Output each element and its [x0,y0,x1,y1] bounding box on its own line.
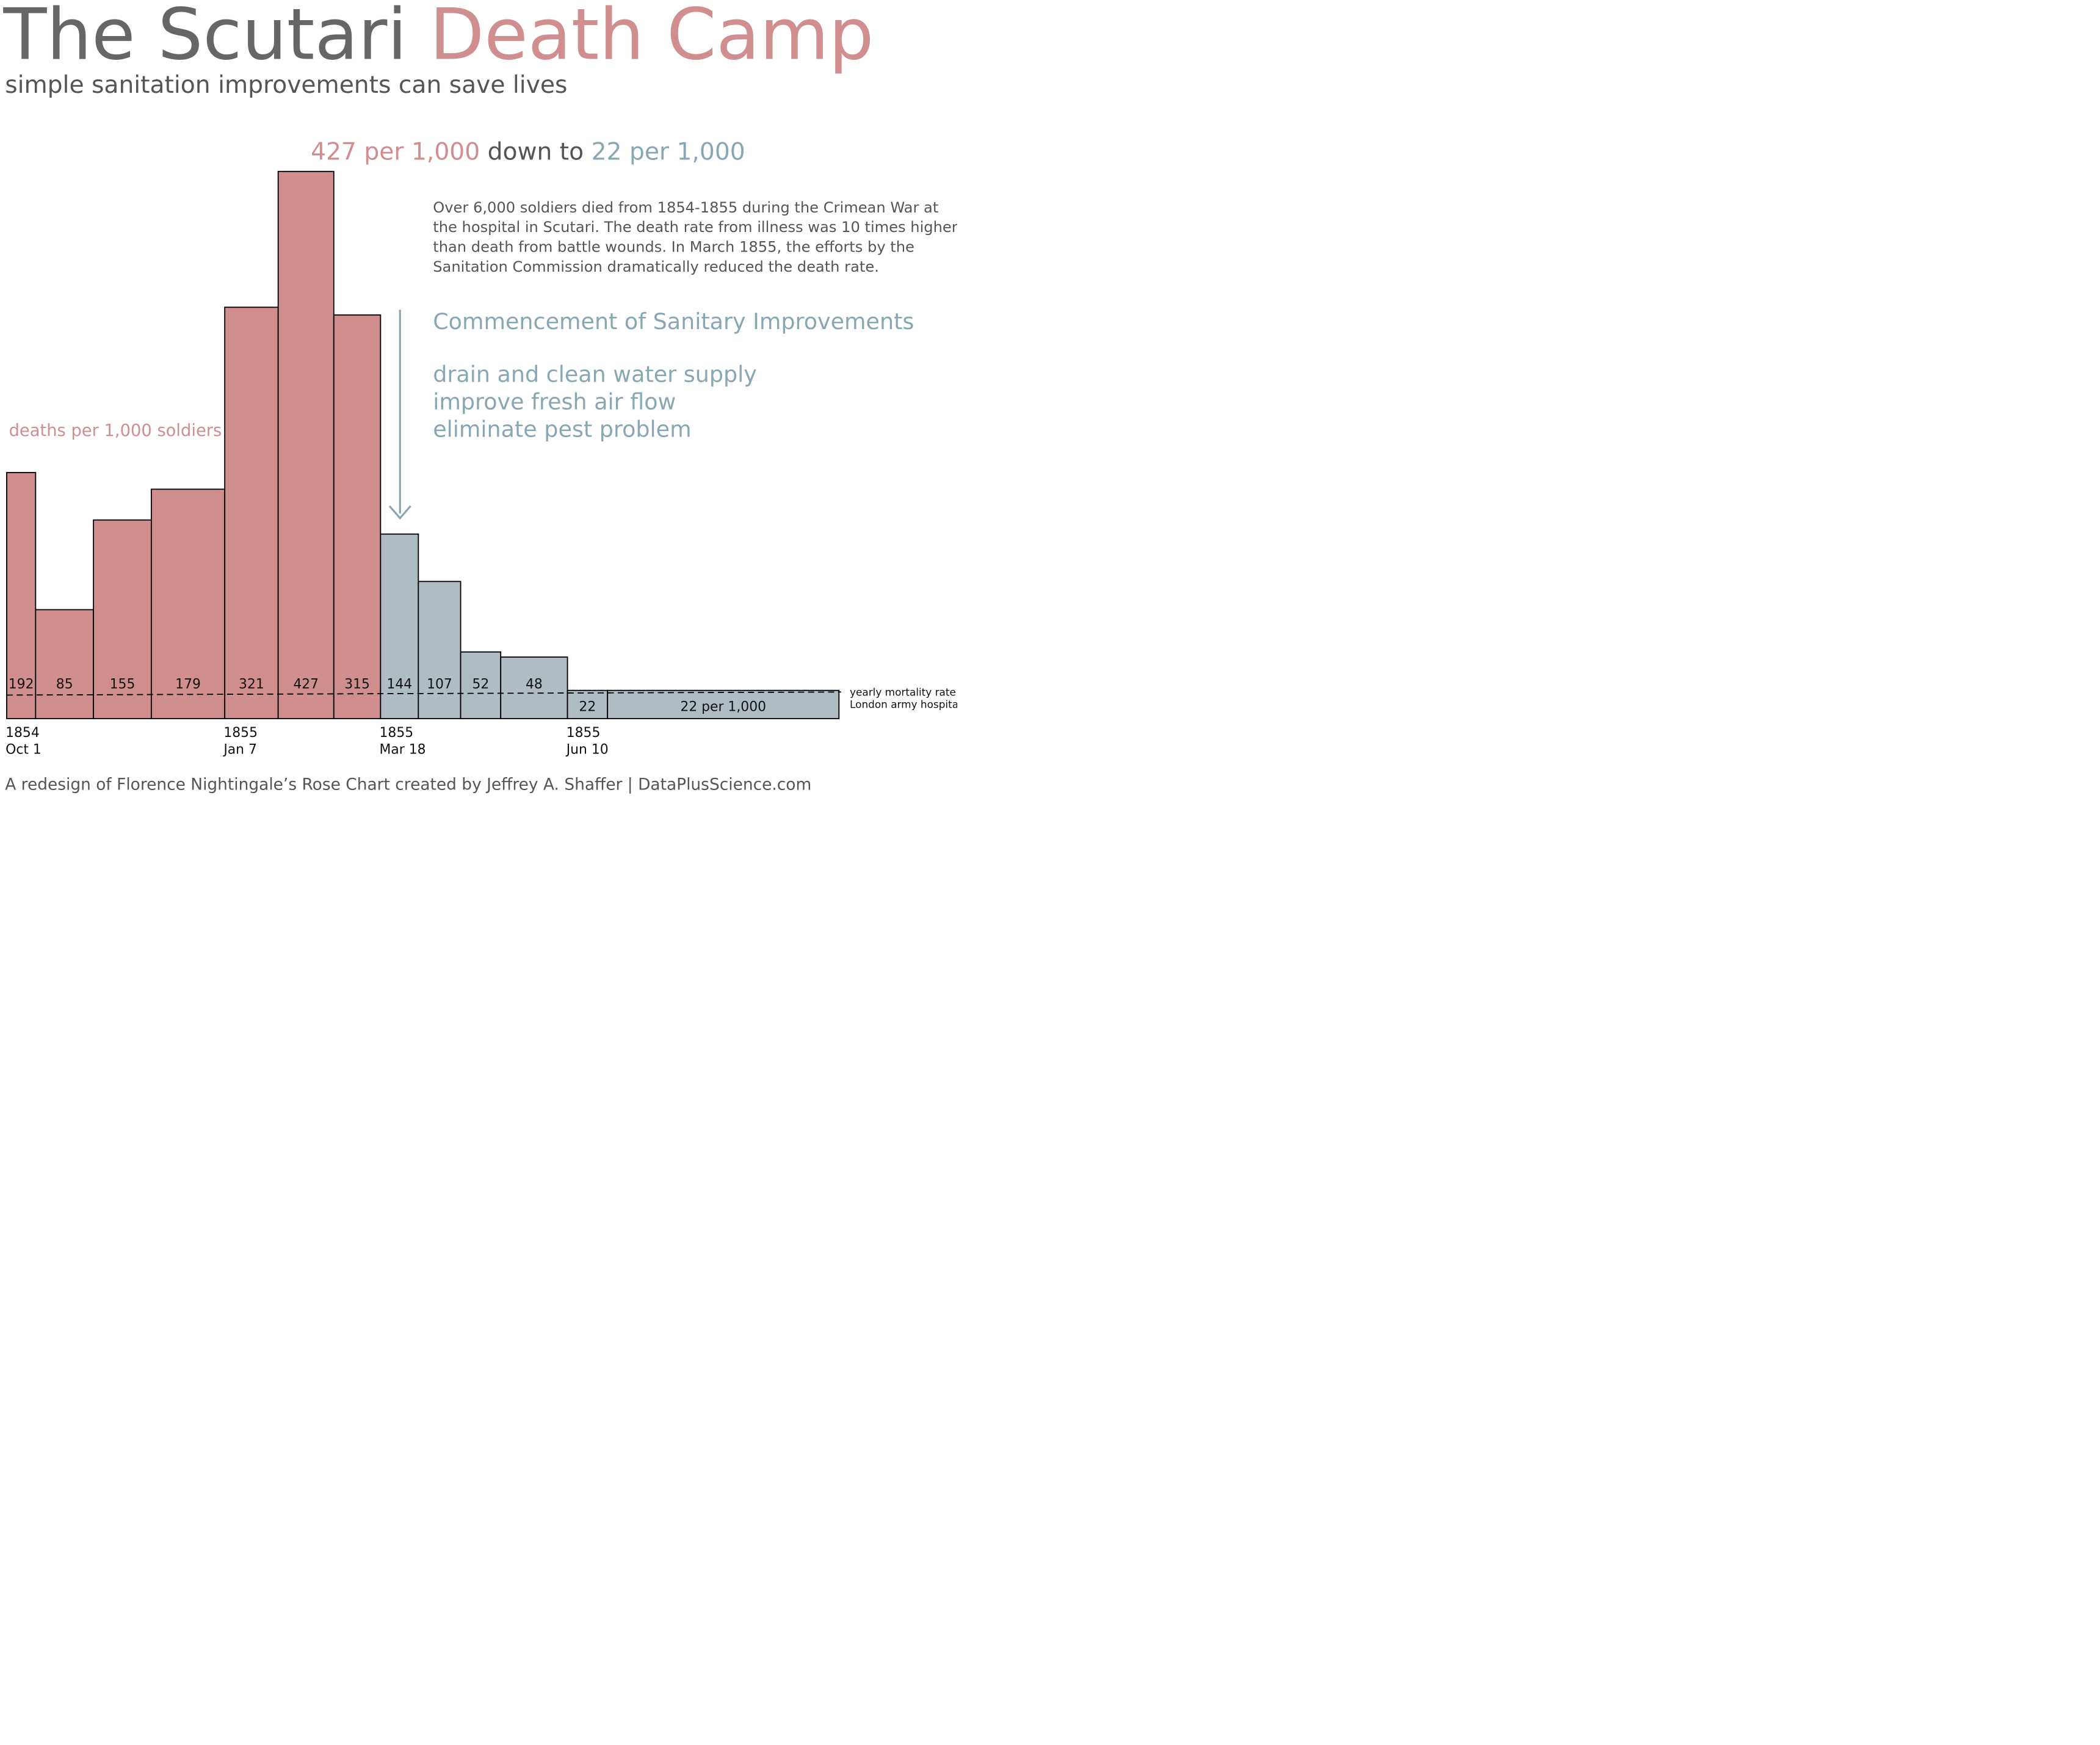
bar-value-label: 85 [56,677,73,692]
bar [150,488,226,719]
bar-value-label: 427 [293,677,319,692]
y-axis-label: deaths per 1,000 soldiers [9,421,222,440]
bars [6,170,840,719]
bar [380,533,419,719]
bar-value-label: 22 per 1,000 [680,700,766,715]
description-line: Sanitation Commission dramatically reduc… [433,258,879,275]
title-part-gray: The Scutari [2,0,407,76]
description: Over 6,000 soldiers died from 1854-1855 … [433,199,957,275]
bar [418,581,462,719]
reference-line-label: yearly mortality rate in [850,686,957,698]
x-tick-label: Jun 10 [565,742,609,757]
arrow-head [388,505,411,520]
improvements-heading: Commencement of Sanitary Improvements [433,308,914,335]
bar [277,170,335,719]
x-tick-label: Jan 7 [222,742,257,757]
bar [224,307,279,719]
reference-line-label: London army hospitals [850,698,957,711]
infographic: The Scutari Death Camp simple sanitation… [0,0,957,796]
x-tick-label: 1855 [223,725,258,741]
bar [6,472,37,719]
description-line: the hospital in Scutari. The death rate … [433,219,957,236]
bar-value-label: 321 [239,677,264,692]
headline-middle: down to [488,139,584,166]
improvement-item: eliminate pest problem [433,416,691,443]
x-tick-label: 1855 [567,725,601,741]
bar [460,651,502,719]
bar [93,519,152,719]
description-line: Over 6,000 soldiers died from 1854-1855 … [433,199,938,216]
title-part-red: Death Camp [430,0,874,76]
footer-credit: A redesign of Florence Nightingale’s Ros… [5,775,811,794]
annotation-arrow [388,310,411,520]
headline-after: 22 per 1,000 [592,139,745,166]
bar [500,656,568,719]
reference-line [6,691,841,696]
bar-value-label: 192 [9,677,34,692]
bar-value-label: 48 [526,677,543,692]
bar-value-label: 107 [427,677,452,692]
bar-value-label: 144 [386,677,412,692]
bar-value-label: 155 [110,677,136,692]
bar-value-label: 22 [579,700,596,715]
bar-value-label: 315 [344,677,370,692]
page-title: The Scutari Death Camp [2,0,874,76]
bar [567,689,609,719]
bar [607,689,840,719]
bar-labels: 192 85 155 179 321 427 315 144 107 52 48 22 22 per 1… [9,677,766,715]
subtitle: simple sanitation improvements can save … [5,71,567,99]
bar [35,609,95,719]
headline-before: 427 per 1,000 [311,139,480,166]
chart-canvas: The Scutari Death Camp simple sanitation… [2,0,957,794]
headline: 427 per 1,000 down to 22 per 1,000 [311,139,745,166]
x-tick-label: Oct 1 [5,742,42,757]
bar-value-label: 52 [472,677,489,692]
x-tick-label: 1854 [5,725,40,741]
improvement-item: drain and clean water supply [433,361,757,387]
x-tick-label: Mar 18 [380,742,426,757]
improvement-item: improve fresh air flow [433,389,676,415]
bar [333,314,382,719]
x-tick-label: 1855 [380,725,414,741]
description-line: than death from battle wounds. In March … [433,239,914,256]
bar-value-label: 179 [175,677,201,692]
